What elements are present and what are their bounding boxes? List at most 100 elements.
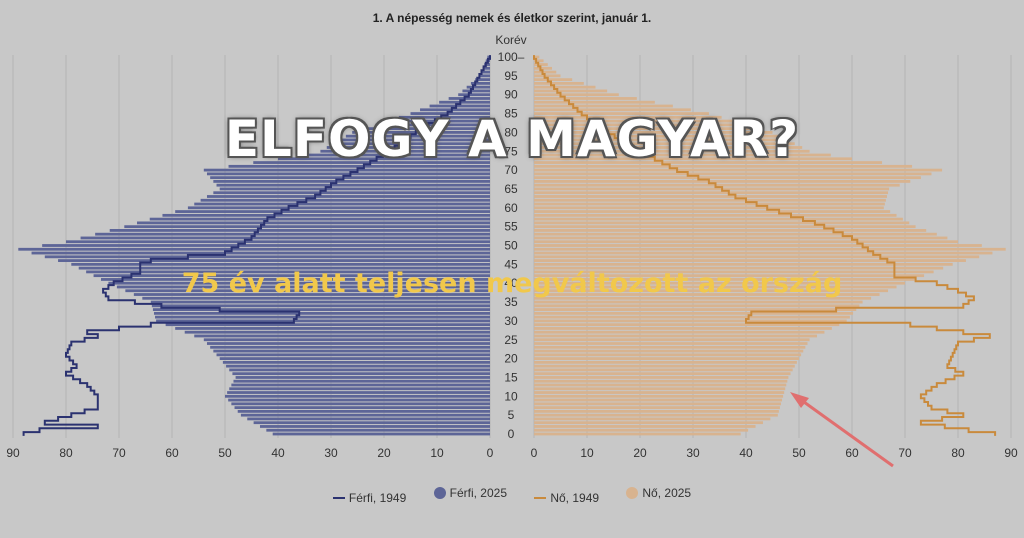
bar-no-2025-age bbox=[534, 127, 760, 131]
bar-ferfi-2025-age bbox=[206, 195, 491, 198]
x-tick-label-left: 30 bbox=[324, 446, 338, 460]
bar-ferfi-2025-age bbox=[152, 308, 491, 311]
bar-no-2025-age bbox=[534, 247, 1006, 251]
bar-ferfi-2025-age bbox=[44, 255, 491, 259]
bar-ferfi-2025-age bbox=[116, 285, 490, 289]
x-tick-label-right: 40 bbox=[739, 446, 753, 460]
bar-no-2025-age bbox=[534, 383, 787, 387]
bar-no-2025-age bbox=[534, 281, 905, 285]
x-tick-label-left: 70 bbox=[112, 446, 126, 460]
x-tick-label-left: 50 bbox=[218, 446, 232, 460]
bar-no-2025-age bbox=[534, 432, 741, 436]
bar-no-2025-age bbox=[534, 157, 852, 161]
bar-ferfi-2025-age bbox=[231, 383, 491, 387]
line-series-1949 bbox=[22, 55, 997, 436]
bar-no-2025-age bbox=[534, 315, 850, 319]
bar-ferfi-2025-age bbox=[213, 349, 490, 353]
bar-ferfi-2025-age bbox=[165, 323, 490, 327]
bar-ferfi-2025-age bbox=[137, 221, 490, 225]
bar-no-2025-age bbox=[534, 70, 557, 74]
bar-no-2025-age bbox=[534, 323, 840, 327]
bar-no-2025-age bbox=[534, 278, 915, 281]
bar-no-2025-age bbox=[534, 327, 832, 330]
age-tick-label: 80 bbox=[504, 125, 518, 139]
headline: ELFOGY A MAGYAR? bbox=[224, 110, 800, 168]
bar-no-2025-age bbox=[534, 232, 937, 236]
bar-no-2025-age bbox=[534, 368, 793, 372]
bar-ferfi-2025-age bbox=[228, 164, 491, 168]
x-tick-label-right: 60 bbox=[845, 446, 859, 460]
bar-no-2025-age bbox=[534, 66, 553, 70]
bar-ferfi-2025-age bbox=[387, 119, 490, 123]
bar-no-2025-age bbox=[534, 262, 953, 266]
bar-ferfi-2025-age bbox=[253, 161, 490, 164]
x-tick-label-left: 80 bbox=[59, 446, 73, 460]
bar-ferfi-2025-age bbox=[71, 262, 491, 266]
bar-ferfi-2025-age bbox=[487, 55, 490, 59]
bar-ferfi-2025-age bbox=[142, 296, 490, 300]
bar-ferfi-2025-age bbox=[194, 202, 490, 206]
x-tick-label-right: 90 bbox=[1004, 446, 1018, 460]
bar-no-2025-age bbox=[534, 104, 673, 108]
bar-ferfi-2025-age bbox=[229, 368, 491, 372]
bar-ferfi-2025-age bbox=[227, 391, 490, 394]
age-tick-label: 65 bbox=[504, 182, 518, 196]
bar-no-2025-age bbox=[534, 289, 889, 293]
bar-no-2025-age bbox=[534, 255, 980, 259]
bar-ferfi-2025-age bbox=[203, 338, 491, 342]
x-tick-label-right: 0 bbox=[531, 446, 538, 460]
bar-no-2025-age bbox=[534, 266, 944, 270]
bar-no-2025-age bbox=[534, 93, 619, 97]
bar-ferfi-2025-age bbox=[352, 131, 490, 134]
bar-ferfi-2025-age bbox=[93, 274, 490, 278]
bar-ferfi-2025-age bbox=[232, 372, 491, 376]
bar-no-2025-age bbox=[534, 210, 891, 213]
bar-no-2025-age bbox=[534, 274, 925, 278]
bar-no-2025-age bbox=[534, 206, 884, 210]
legend: Férfi, 1949 Férfi, 2025 Nő, 1949 Nő, 202… bbox=[0, 486, 1024, 505]
bar-no-2025-age bbox=[534, 176, 921, 180]
bar-no-2025-age bbox=[534, 311, 854, 315]
legend-label: Férfi, 1949 bbox=[348, 491, 407, 505]
bar-no-2025-age bbox=[534, 345, 806, 349]
bar-no-2025-age bbox=[534, 421, 763, 425]
bar-no-2025-age bbox=[534, 81, 584, 85]
x-tick-label-left: 0 bbox=[487, 446, 494, 460]
bar-no-2025-age bbox=[534, 180, 911, 183]
bar-no-2025-age bbox=[534, 244, 982, 247]
line-no-1949 bbox=[533, 55, 997, 436]
bar-ferfi-2025-age bbox=[206, 172, 491, 176]
bar-ferfi-2025-age bbox=[200, 198, 490, 202]
age-tick-label: 0 bbox=[508, 427, 515, 441]
bar-ferfi-2025-age bbox=[272, 432, 490, 436]
bar-no-2025-age bbox=[534, 372, 791, 376]
bar-ferfi-2025-age bbox=[150, 300, 491, 304]
bar-no-2025-age bbox=[534, 364, 795, 368]
bar-ferfi-2025-age bbox=[233, 379, 491, 383]
bar-no-2025-age bbox=[534, 342, 808, 345]
bar-no-2025-age bbox=[534, 131, 773, 134]
bar-no-2025-age bbox=[534, 161, 883, 164]
bar-no-2025-age bbox=[534, 308, 857, 311]
bar-no-2025-age bbox=[534, 146, 803, 149]
bar-no-2025-age bbox=[534, 172, 932, 176]
bar-ferfi-2025-age bbox=[66, 240, 490, 244]
bar-ferfi-2025-age bbox=[109, 229, 490, 232]
bar-ferfi-2025-age bbox=[194, 334, 490, 338]
bar-no-2025-age bbox=[534, 330, 825, 334]
bar-no-2025-age bbox=[534, 428, 749, 432]
bar-ferfi-2025-age bbox=[100, 278, 490, 281]
bar-no-2025-age bbox=[534, 270, 934, 274]
bar-no-2025-age bbox=[534, 379, 788, 383]
bar-no-2025-age bbox=[534, 221, 910, 225]
age-tick-label: 25 bbox=[504, 333, 518, 347]
bar-ferfi-2025-age bbox=[420, 108, 490, 112]
age-tick-label: 50 bbox=[504, 239, 518, 253]
bar-ferfi-2025-age bbox=[333, 142, 490, 146]
bar-ferfi-2025-age bbox=[216, 183, 490, 187]
bar-no-2025-age bbox=[534, 293, 880, 296]
bar-ferfi-2025-age bbox=[253, 421, 490, 425]
age-tick-label: 85 bbox=[504, 107, 518, 121]
subheadline: 75 év alatt teljesen megváltozott az ors… bbox=[181, 268, 843, 299]
bar-ferfi-2025-age bbox=[479, 74, 490, 78]
